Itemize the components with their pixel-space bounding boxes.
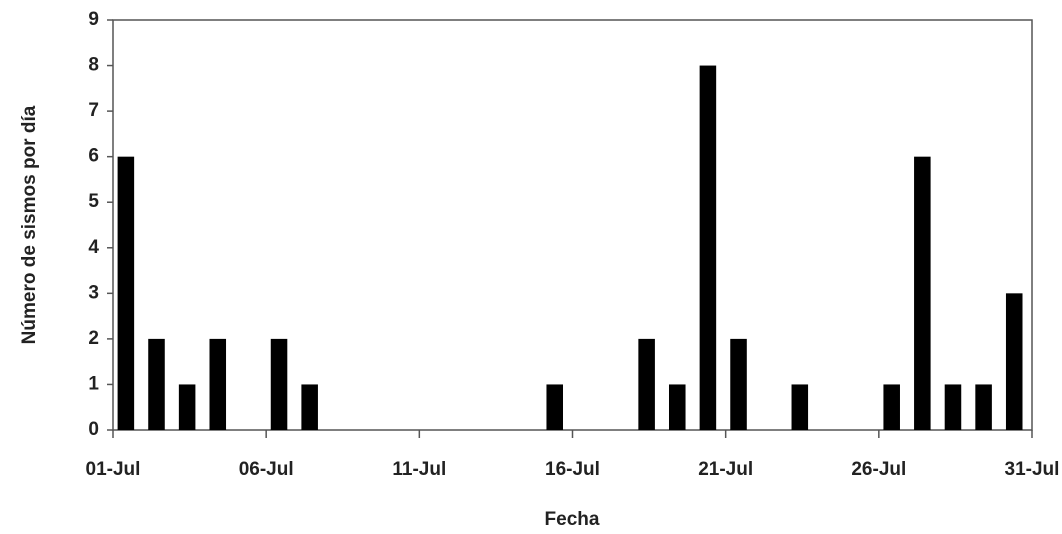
- plot-frame: [112, 19, 1033, 431]
- bar: [301, 384, 318, 430]
- x-tick-label: 06-Jul: [239, 459, 294, 480]
- bar: [699, 65, 717, 431]
- bar: [209, 338, 227, 430]
- y-tick-label: 0: [88, 419, 99, 440]
- y-tick-label: 9: [88, 9, 99, 30]
- x-tick-label: 26-Jul: [851, 459, 906, 480]
- bar: [178, 384, 196, 430]
- bar: [668, 384, 686, 430]
- bar: [638, 338, 655, 430]
- y-tick-label: 4: [88, 237, 99, 258]
- bar: [791, 384, 809, 430]
- bar: [270, 338, 288, 430]
- x-tick-label: 16-Jul: [545, 459, 600, 480]
- bar: [730, 338, 747, 430]
- bar: [117, 156, 135, 430]
- y-tick-label: 1: [88, 373, 99, 394]
- bar: [148, 338, 165, 430]
- y-tick-label: 6: [88, 146, 99, 167]
- x-tick-label: 01-Jul: [86, 459, 141, 480]
- x-tick-label: 11-Jul: [392, 459, 446, 480]
- bar: [975, 384, 992, 430]
- y-tick-label: 7: [88, 100, 99, 121]
- x-axis-label: Fecha: [545, 509, 600, 530]
- bar: [546, 384, 564, 430]
- x-tick-label: 31-Jul: [1005, 459, 1060, 480]
- y-tick-label: 8: [88, 55, 99, 76]
- bar: [1005, 293, 1023, 430]
- bar: [914, 156, 931, 430]
- bar: [883, 384, 900, 430]
- y-axis-label: Número de sismos por día: [19, 105, 40, 344]
- bar: [944, 384, 962, 430]
- x-tick-label: 21-Jul: [698, 459, 753, 480]
- y-tick-label: 5: [88, 191, 99, 212]
- y-tick-label: 3: [88, 282, 99, 303]
- y-tick-label: 2: [88, 328, 99, 349]
